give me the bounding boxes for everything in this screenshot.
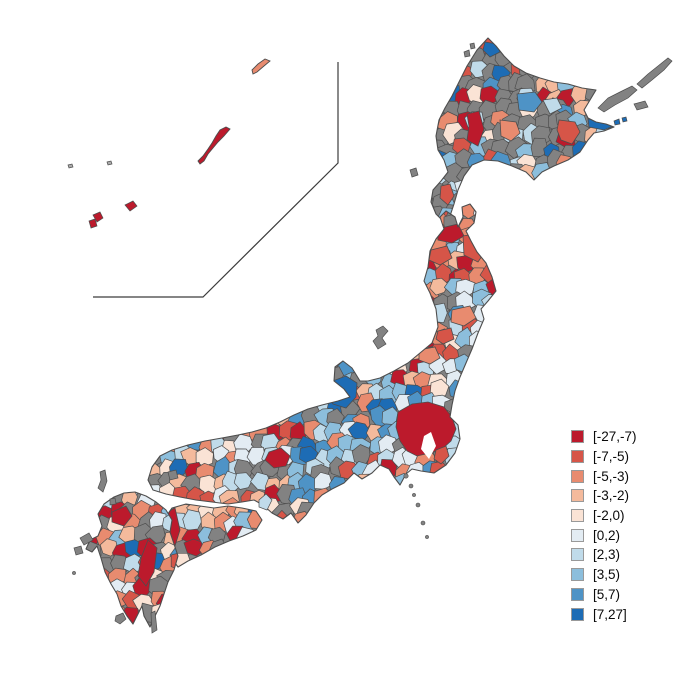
region-okhotsk-lightblue [542, 97, 563, 115]
region-kushiro-red [556, 119, 581, 145]
region-osaka-metro [264, 447, 291, 469]
legend-item-0: [-27,-7) [571, 427, 637, 447]
legend-label: [2,3) [593, 547, 621, 563]
legend-label: [0,2) [593, 527, 621, 543]
region-oshima-red [439, 183, 455, 206]
small-island-tanegashima [150, 610, 158, 634]
small-island-iki [109, 497, 117, 506]
legend-swatch [571, 489, 584, 503]
legend-swatch [571, 568, 584, 582]
region-boso-south [433, 445, 450, 465]
region-tokyo-bay [421, 432, 436, 459]
legend-label: [-3,-2) [593, 488, 630, 504]
legend-item-1: [-7,-5) [571, 447, 637, 467]
island-amami-oshima [251, 58, 271, 75]
small-island-izu-5 [420, 520, 426, 526]
legend: [-27,-7) [-7,-5) [-5,-3) [-3,-2) [-2,0) [0,2)… [571, 427, 637, 624]
small-island-etorofu [636, 57, 673, 89]
region-yamagata-red [435, 327, 455, 345]
small-island-goto-north [79, 532, 94, 546]
legend-label: [5,7) [593, 586, 621, 602]
small-island-ishigaki [92, 211, 104, 223]
legend-label: [-7,-5) [593, 449, 630, 465]
small-island-izu-4 [415, 502, 421, 508]
small-island-yakushima [114, 612, 127, 625]
small-island-tsushima [97, 469, 108, 493]
region-ishikari-crimson [466, 110, 485, 147]
small-island-okushiri [409, 167, 419, 178]
small-island-miyako [124, 200, 138, 212]
legend-label: [-27,-7) [593, 429, 637, 445]
island-honshu-municipalities [148, 204, 496, 523]
legend-label: [7,27] [593, 606, 627, 622]
small-island-izu-3 [412, 493, 416, 497]
legend-swatch [571, 607, 584, 621]
legend-item-6: [2,3) [571, 545, 637, 565]
legend-label: [-5,-3) [593, 468, 630, 484]
inset-divider-line [93, 62, 339, 298]
small-island-oki [167, 469, 179, 481]
legend-item-8: [5,7) [571, 585, 637, 605]
region-sendai-salmon [450, 305, 477, 327]
small-island-inset-speck-2 [106, 160, 113, 166]
small-island-awaji [258, 493, 273, 511]
region-miyazaki-band [137, 539, 158, 587]
legend-item-7: [3,5) [571, 565, 637, 585]
small-island-izu-6 [425, 535, 429, 539]
region-sorachi-salmon [499, 119, 521, 142]
legend-swatch [571, 548, 584, 562]
legend-swatch [571, 469, 584, 483]
small-island-rishiri [463, 49, 471, 58]
small-island-koshiki [72, 571, 76, 575]
small-island-iriomote [88, 218, 98, 229]
municipality-cell [183, 538, 205, 557]
small-island-sado [372, 325, 389, 350]
legend-swatch [571, 509, 584, 523]
island-hokkaido-municipalities [431, 38, 614, 222]
small-island-habomai-2 [621, 116, 628, 123]
small-island-shikotan [633, 100, 649, 111]
region-tokyo-metro [395, 401, 457, 457]
region-nagasaki-saga [111, 505, 133, 527]
small-island-habomai-1 [613, 118, 621, 126]
small-island-kunashiri [597, 85, 638, 113]
island-okinawa-main [197, 126, 231, 165]
legend-swatch [571, 528, 584, 542]
legend-item-2: [-5,-3) [571, 466, 637, 486]
region-kamikawa-blue [516, 91, 543, 113]
island-kyushu-municipalities [86, 492, 178, 627]
municipality-cell [454, 179, 475, 198]
small-island-izu-2 [408, 483, 414, 489]
legend-swatch [571, 587, 584, 601]
legend-swatch [571, 430, 584, 444]
legend-label: [3,5) [593, 567, 621, 583]
legend-item-5: [0,2) [571, 525, 637, 545]
small-island-goto-south [73, 545, 84, 556]
island-honshu-outline [147, 203, 497, 524]
legend-item-3: [-3,-2) [571, 486, 637, 506]
small-island-inset-speck-1 [67, 163, 74, 169]
legend-item-9: [7,27] [571, 604, 637, 624]
island-kyushu-outline [85, 491, 179, 628]
small-island-izu-1 [403, 473, 409, 479]
region-nasu-salmon [418, 346, 441, 365]
legend-swatch [571, 450, 584, 464]
legend-label: [-2,0) [593, 508, 625, 524]
municipality-cell [351, 473, 372, 494]
municipality-cell [313, 487, 335, 510]
small-island-rebun [469, 42, 476, 50]
island-hokkaido-outline [430, 37, 615, 223]
legend-item-4: [-2,0) [571, 506, 637, 526]
